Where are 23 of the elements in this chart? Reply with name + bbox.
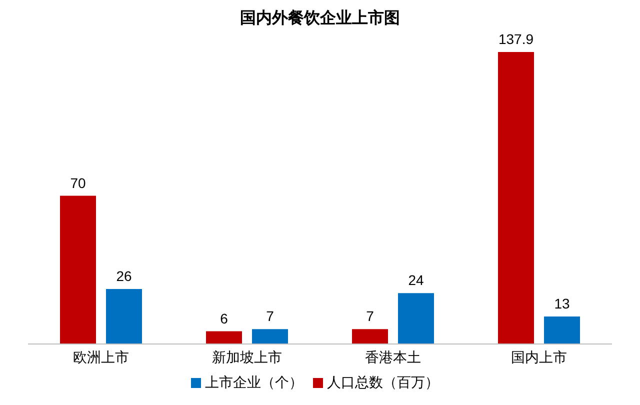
data-label: 70 xyxy=(70,174,86,191)
data-label: 24 xyxy=(408,272,424,288)
bar xyxy=(352,329,388,344)
bar xyxy=(544,316,580,344)
bar xyxy=(106,288,142,344)
data-label: 6 xyxy=(220,310,228,326)
data-label: 137.9 xyxy=(498,31,534,47)
data-label: 7 xyxy=(366,308,374,324)
bar xyxy=(60,196,96,344)
x-tick-label: 新加坡上市 xyxy=(212,348,282,365)
bar xyxy=(252,329,288,344)
data-label: 26 xyxy=(116,268,132,284)
x-tick-label: 欧洲上市 xyxy=(73,348,129,365)
bar xyxy=(206,331,242,344)
bar xyxy=(498,52,534,344)
x-tick-label: 国内上市 xyxy=(511,348,567,365)
data-label: 13 xyxy=(554,295,570,312)
bar xyxy=(398,293,434,344)
x-tick-label: 香港本土 xyxy=(365,348,421,365)
chart-title: 国内外餐饮企业上市图 xyxy=(239,8,401,29)
data-label: 7 xyxy=(266,308,274,324)
legend-label: 上市企业（个） xyxy=(205,374,303,390)
legend-label: 人口总数（百万） xyxy=(327,374,439,390)
